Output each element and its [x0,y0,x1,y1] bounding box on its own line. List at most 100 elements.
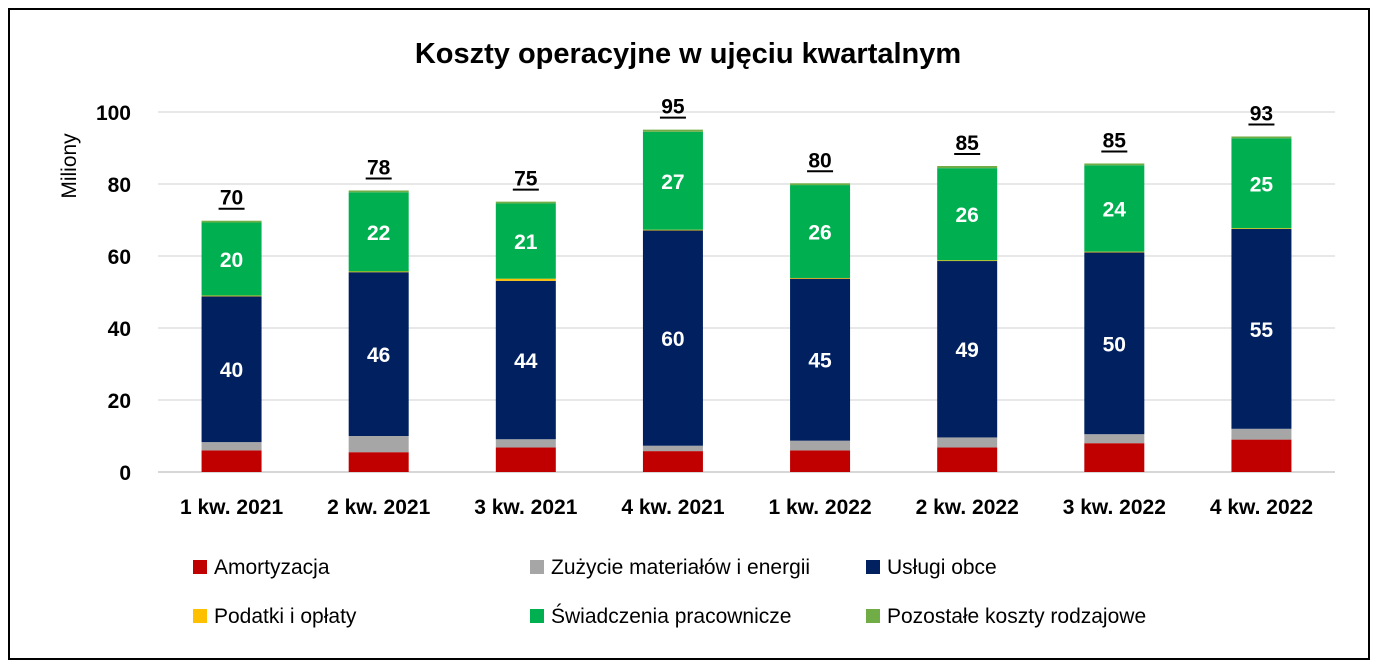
x-tick-label: 4 kw. 2022 [1210,496,1313,519]
bar-segment [495,280,556,440]
bar-segment [790,185,851,278]
data-label: 44 [514,350,538,373]
legend-swatch [193,609,207,623]
data-label: 46 [367,344,390,367]
total-label: 95 [661,96,685,119]
data-label: 60 [661,328,684,351]
total-label: 85 [956,132,980,155]
data-label: 49 [956,339,979,362]
x-tick-label: 3 kw. 2022 [1063,496,1166,519]
bar-segment [1084,443,1145,472]
bar-segment [495,201,556,204]
bar-segment [1231,136,1292,139]
bar-segment [1084,434,1145,444]
legend-label: Świadczenia pracownicze [551,604,791,628]
bar-segment [790,440,851,451]
bar-segment [642,229,703,231]
bar-segment [201,220,262,223]
data-label: 26 [956,204,979,227]
bar-segment [348,436,409,453]
y-tick-label: 60 [108,246,131,269]
data-label: 24 [1103,198,1127,221]
bar-segment [348,452,409,472]
bar-segment [1231,228,1292,229]
bar-segment [790,183,851,186]
total-label: 78 [367,156,391,179]
data-label: 27 [661,171,684,194]
x-tick-label: 2 kw. 2022 [916,496,1019,519]
data-label: 21 [514,231,538,254]
total-label: 75 [514,168,538,191]
bar-segment [1231,138,1292,229]
x-axis-ticks: 1 kw. 2021 2 kw. 2021 3 kw. 2021 4 kw. 2021… [180,496,1313,519]
legend-label: Amortyzacja [214,556,330,579]
bar-segment [642,129,703,132]
legend-label: Pozostałe koszty rodzajowe [887,605,1146,628]
legend-swatch [866,560,880,574]
bar-segment [495,447,556,472]
bar-segment [1231,428,1292,440]
bar-segment [790,450,851,472]
bar-segment [642,451,703,472]
y-tick-label: 100 [96,102,131,125]
bar-segment [348,271,409,273]
bar-segment [348,272,409,436]
bar-segment [642,445,703,452]
x-tick-label: 3 kw. 2021 [474,496,577,519]
y-tick-label: 80 [108,174,131,197]
bar-segment [937,447,998,472]
bars: 40 20 70 46 22 78 44 21 75 60 27 95 45 26 80 49 26 85 50 24… [201,96,1292,472]
bar-segment [348,192,409,272]
bar-segment [1084,163,1145,166]
bar-segment [495,203,556,279]
y-axis-label: Miliony [58,133,81,199]
legend-label: Usługi obce [887,556,997,579]
bar-segment [790,278,851,441]
data-label: 25 [1250,173,1274,196]
legend-swatch [530,560,544,574]
bar-segment [937,261,998,438]
legend-swatch [530,609,544,623]
bar-segment [201,442,262,451]
legend-label: Podatki i opłaty [214,605,357,628]
total-label: 70 [220,187,243,210]
total-label: 93 [1250,102,1273,125]
bar-segment [1231,439,1292,472]
total-label: 85 [1103,129,1127,152]
bar-segment [495,278,556,281]
y-tick-label: 0 [119,462,131,485]
x-tick-label: 1 kw. 2022 [768,496,871,519]
gridlines [158,111,1335,473]
legend-label: Zużycie materiałów i energii [551,556,810,579]
bar-segment [201,222,262,296]
bar-segment [1084,251,1145,253]
data-label: 50 [1103,333,1126,356]
bar-segment [937,166,998,169]
bar-segment [642,131,703,230]
bar-segment [937,260,998,262]
bar-segment [348,190,409,193]
bar-segment [201,295,262,297]
x-tick-label: 1 kw. 2021 [180,496,283,519]
x-tick-label: 2 kw. 2021 [327,496,430,519]
data-label: 55 [1250,319,1274,342]
bar-segment [201,296,262,443]
chart-title: Koszty operacyjne w ujęciu kwartalnym [414,38,962,70]
bar-segment [937,168,998,261]
bar-segment [937,437,998,448]
total-label: 80 [808,149,831,172]
bar-segment [790,277,851,279]
y-tick-label: 20 [108,390,131,413]
bar-segment [1231,229,1292,429]
data-label: 45 [808,350,832,373]
data-label: 26 [808,222,831,245]
bar-segment [495,439,556,448]
bar-segment [642,230,703,446]
bar-segment [1084,252,1145,435]
data-label: 20 [220,249,243,272]
legend-swatch [193,560,207,574]
bar-segment [1084,165,1145,252]
y-tick-label: 40 [108,318,131,341]
data-label: 40 [220,359,243,382]
